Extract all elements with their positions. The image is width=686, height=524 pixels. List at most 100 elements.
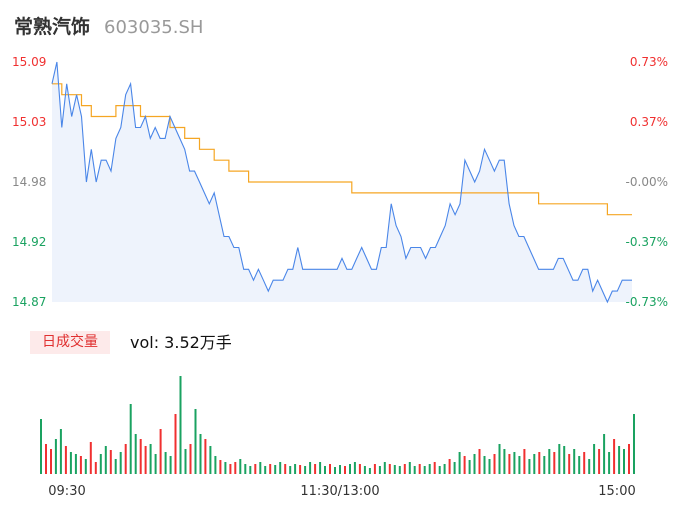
x-tick-label: 09:30 [48, 484, 85, 499]
volume-bar [339, 465, 341, 474]
volume-bar [533, 454, 536, 474]
volume-bar [289, 466, 292, 474]
volume-bar [528, 459, 531, 474]
volume-bar [204, 439, 207, 474]
volume-bar [418, 464, 421, 474]
volume-bar [443, 464, 446, 474]
volume-bar [563, 446, 566, 474]
volume-bar [104, 446, 107, 474]
volume-bar [94, 462, 97, 474]
volume-bar [388, 464, 391, 474]
intraday-price-chart: 15.09 0.73% 15.03 0.37% 14.98 -0.00% 14.92 -0.3… [12, 55, 668, 309]
volume-bar [314, 464, 317, 474]
volume-bar [438, 466, 441, 474]
volume-bar [59, 429, 62, 474]
y-tick-pct-label: -0.73% [626, 295, 668, 309]
stock-code: 603035.SH [104, 17, 204, 38]
volume-bar [244, 464, 247, 474]
volume-bar [99, 454, 102, 474]
volume-bar [229, 464, 232, 474]
volume-bar [254, 464, 257, 474]
volume-bar [64, 446, 67, 474]
volume-bar [234, 462, 237, 474]
volume-bar-chart: 09:30 11:30/13:00 15:00 [40, 376, 636, 499]
volume-bar [159, 429, 162, 474]
volume-bar [45, 444, 47, 474]
average-price-line [52, 83, 632, 216]
volume-bar [633, 414, 635, 474]
volume-bar [74, 454, 77, 474]
volume-bar [264, 466, 267, 474]
volume-bar [109, 450, 112, 474]
volume-bar [329, 464, 331, 474]
volume-bar [553, 452, 556, 474]
y-tick-price-label: 15.09 [12, 55, 46, 69]
volume-bar [383, 462, 386, 474]
volume-bar [144, 446, 147, 474]
volume-bar [319, 462, 322, 474]
y-tick-price-label: 14.98 [12, 175, 46, 189]
volume-bar [79, 456, 82, 474]
volume-bar [513, 452, 516, 474]
volume-bar [428, 464, 431, 474]
volume-bar [593, 444, 596, 474]
volume-bar [89, 442, 92, 474]
volume-bar [578, 456, 581, 474]
y-tick-pct-label: -0.37% [626, 235, 668, 249]
volume-bar [154, 454, 157, 474]
x-tick-label: 11:30/13:00 [300, 484, 379, 499]
volume-bar [473, 454, 476, 474]
volume-bar [618, 446, 621, 474]
y-tick-pct-label: -0.00% [626, 175, 668, 189]
volume-bar [463, 456, 466, 474]
price-area-fill [52, 62, 632, 302]
volume-bar [568, 454, 571, 474]
stock-name: 常熟汽饰 [14, 16, 91, 38]
volume-bar [543, 456, 546, 474]
volume-bar [398, 466, 401, 474]
volume-bar [468, 460, 471, 474]
volume-bar [583, 452, 586, 474]
volume-bar [403, 464, 406, 474]
volume-bar [239, 459, 242, 474]
volume-bar [189, 444, 192, 474]
volume-bar [408, 462, 411, 474]
volume-bar [199, 434, 202, 474]
volume-bar [488, 459, 491, 474]
volume-bar [149, 444, 152, 474]
volume-bar [448, 459, 451, 474]
volume-bar [299, 465, 302, 474]
volume-bar [134, 434, 137, 474]
volume-bar [139, 439, 142, 474]
volume-bar [184, 449, 187, 474]
x-tick-label: 15:00 [598, 484, 635, 499]
volume-bar [114, 459, 117, 474]
volume-bar [129, 404, 132, 474]
volume-bar [623, 449, 625, 474]
y-tick-price-label: 14.92 [12, 235, 46, 249]
volume-bar [259, 462, 262, 474]
y-tick-pct-label: 0.73% [630, 55, 668, 69]
volume-bar [54, 439, 57, 474]
daily-volume-badge[interactable]: 日成交量 [30, 331, 110, 354]
volume-label: vol: 3.52万手 [130, 333, 232, 352]
volume-bar [164, 452, 167, 474]
volume-bar [194, 409, 197, 474]
volume-bar [478, 449, 481, 474]
volume-bar [269, 464, 272, 474]
volume-bar [378, 466, 381, 474]
volume-bar [588, 459, 591, 474]
volume-bar [613, 439, 616, 474]
volume-bar [334, 467, 336, 474]
volume-bar [523, 449, 526, 474]
volume-bar [358, 464, 361, 474]
volume-bar [598, 449, 601, 474]
volume-bar [538, 452, 541, 474]
volume-bar [413, 466, 416, 474]
volume-bar [224, 462, 227, 474]
volume-bar [349, 464, 351, 474]
volume-bar [363, 466, 366, 474]
volume-bar [209, 446, 212, 474]
volume-bar [304, 466, 307, 474]
volume-bar [84, 459, 87, 474]
